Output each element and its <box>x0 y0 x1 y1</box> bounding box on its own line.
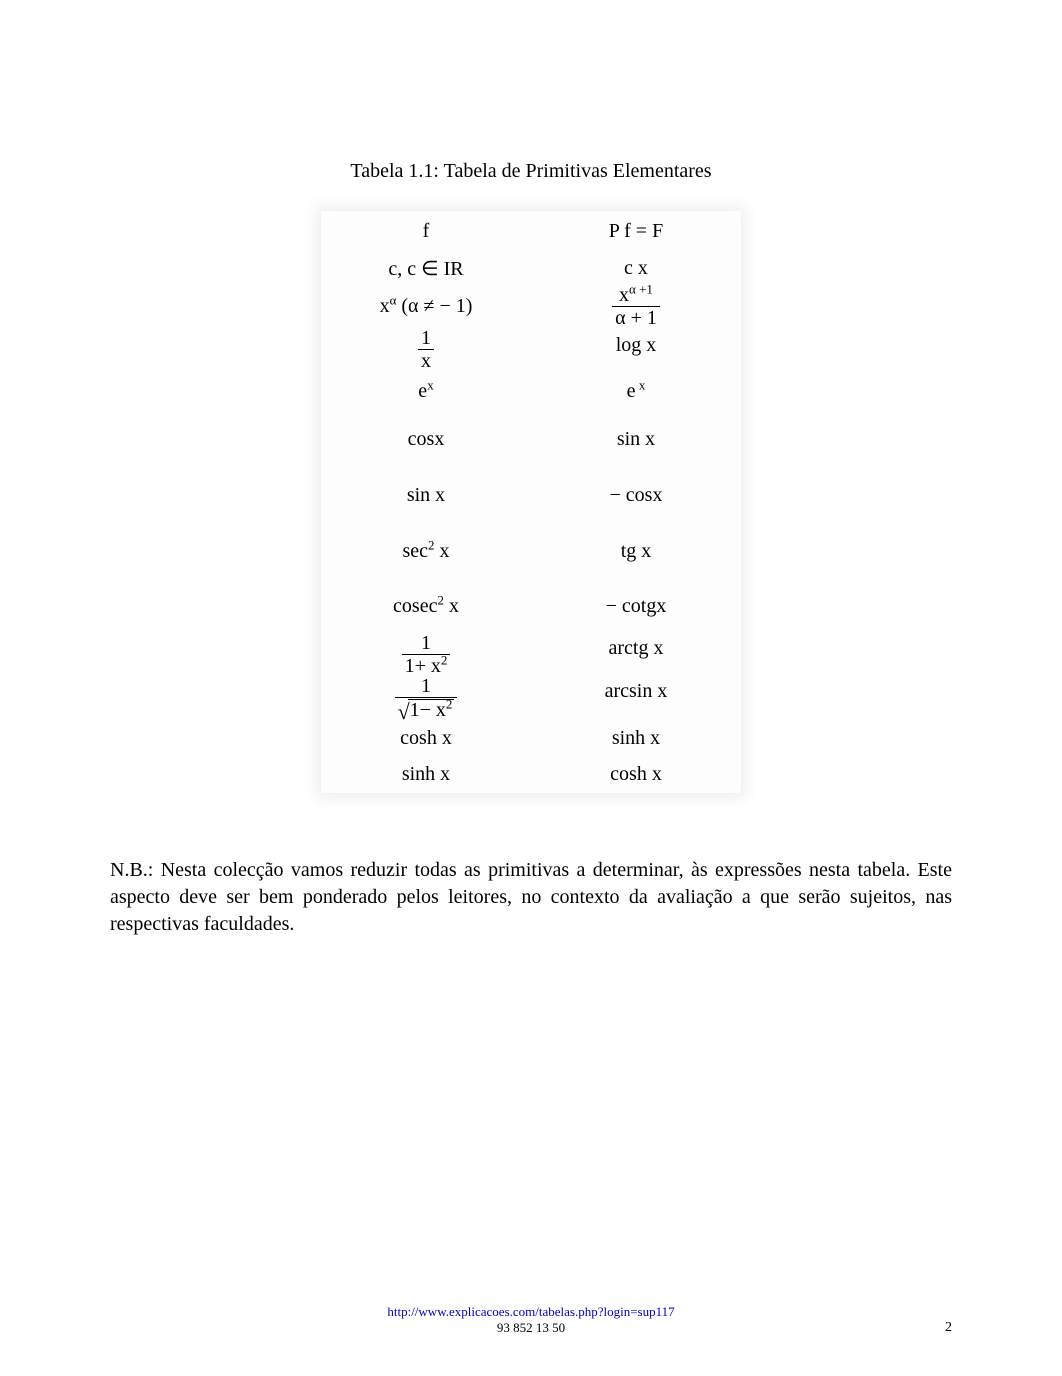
numerator: 1 <box>418 328 434 350</box>
fraction: 1 1+ x2 <box>402 633 451 676</box>
cell-f: cosh x <box>321 721 531 755</box>
base: e <box>418 380 427 402</box>
header-f: f <box>321 211 531 251</box>
fraction: xα +1 α + 1 <box>612 285 660 328</box>
denominator: √ 1− x2 <box>395 698 458 721</box>
cell-pf: tg x <box>531 523 741 579</box>
cond: (α ≠ − 1) <box>396 295 472 317</box>
table-caption: Tabela 1.1: Tabela de Primitivas Element… <box>110 160 952 183</box>
denominator: 1+ x2 <box>402 655 451 676</box>
header-pf: P f = F <box>531 211 741 251</box>
base: e <box>627 380 636 402</box>
table-row: sec2 x tg x <box>321 523 741 579</box>
denominator: x <box>418 350 434 371</box>
cell-f: 1 1+ x2 <box>321 633 531 676</box>
cell-pf: − cotgx <box>531 579 741 633</box>
table-header-row: f P f = F <box>321 211 741 251</box>
base: x <box>380 295 390 317</box>
fn: sec <box>402 540 428 562</box>
table-row: sinh x cosh x <box>321 755 741 793</box>
sup: 2 <box>446 696 453 711</box>
note-paragraph: N.B.: Nesta colecção vamos reduzir todas… <box>110 857 952 938</box>
cell-f: c, c ∈ IR <box>321 251 531 285</box>
table-row: sin x − cosx <box>321 467 741 523</box>
table-row: ex e x <box>321 371 741 411</box>
cell-pf: xα +1 α + 1 <box>531 285 741 328</box>
footer: http://www.explicacoes.com/tabelas.php?l… <box>0 1304 1062 1336</box>
footer-phone: 93 852 13 50 <box>497 1320 565 1335</box>
cell-f: xα (α ≠ − 1) <box>321 285 531 328</box>
page-number: 2 <box>945 1320 952 1336</box>
cell-f: sin x <box>321 467 531 523</box>
cell-f: cosx <box>321 411 531 467</box>
table-row: 1 x log x <box>321 328 741 371</box>
radicand: 1− x2 <box>408 699 455 720</box>
footer-link[interactable]: http://www.explicacoes.com/tabelas.php?l… <box>387 1304 674 1319</box>
sup: x <box>636 377 646 392</box>
cell-pf: sin x <box>531 411 741 467</box>
numerator: 1 <box>395 676 458 698</box>
cell-pf: sinh x <box>531 721 741 755</box>
cell-pf: cosh x <box>531 755 741 793</box>
cell-f: sec2 x <box>321 523 531 579</box>
sup: x <box>427 377 434 392</box>
fraction: 1 x <box>418 328 434 371</box>
cell-pf: e x <box>531 371 741 411</box>
tail: x <box>444 595 459 617</box>
table-row: cosec2 x − cotgx <box>321 579 741 633</box>
surd-icon: √ <box>398 701 410 723</box>
cell-f: 1 √ 1− x2 <box>321 676 531 721</box>
table-row: cosx sin x <box>321 411 741 467</box>
cell-pf: arcsin x <box>531 676 741 721</box>
table-row: c, c ∈ IR c x <box>321 251 741 285</box>
table-container: f P f = F c, c ∈ IR c x xα (α ≠ − 1) xα … <box>110 211 952 793</box>
rad-text: 1− x <box>410 699 446 721</box>
cell-f: sinh x <box>321 755 531 793</box>
cell-f: cosec2 x <box>321 579 531 633</box>
primitives-table: f P f = F c, c ∈ IR c x xα (α ≠ − 1) xα … <box>321 211 741 793</box>
fraction: 1 √ 1− x2 <box>395 676 458 721</box>
sqrt: √ 1− x2 <box>398 699 455 721</box>
denominator: α + 1 <box>612 307 660 328</box>
sup: α +1 <box>629 281 653 296</box>
table-row: cosh x sinh x <box>321 721 741 755</box>
cell-pf: − cosx <box>531 467 741 523</box>
cell-pf: log x <box>531 328 741 371</box>
tail: x <box>435 540 450 562</box>
numerator: xα +1 <box>612 285 660 307</box>
fn: cosec <box>393 595 437 617</box>
cell-pf: arctg x <box>531 633 741 676</box>
den-text: 1+ x <box>405 655 441 677</box>
base: x <box>619 284 629 306</box>
table-row: xα (α ≠ − 1) xα +1 α + 1 <box>321 285 741 328</box>
cell-pf: c x <box>531 251 741 285</box>
sup: 2 <box>441 652 448 667</box>
cell-f: 1 x <box>321 328 531 371</box>
cell-f: ex <box>321 371 531 411</box>
